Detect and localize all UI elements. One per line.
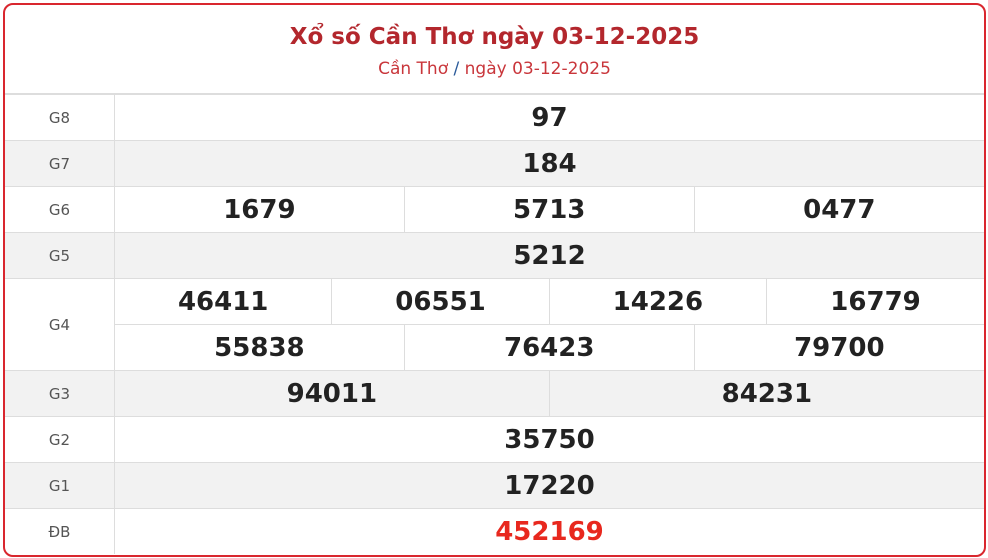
prize-number: 5212 xyxy=(114,232,984,279)
prize-number: 14226 xyxy=(548,278,768,325)
row-g8: G8 97 xyxy=(5,94,984,141)
prize-number: 46411 xyxy=(113,278,333,325)
row-g4: G4 46411 06551 14226 16779 xyxy=(5,278,984,371)
prize-label: ĐB xyxy=(5,508,115,554)
prize-label: G1 xyxy=(5,462,115,509)
page-title: Xổ số Cần Thơ ngày 03-12-2025 xyxy=(289,24,700,50)
prize-label: G6 xyxy=(5,186,115,233)
prize-label: G4 xyxy=(5,278,115,371)
prize-number: 79700 xyxy=(693,324,984,371)
prize-label: G3 xyxy=(5,370,115,417)
breadcrumb: Cần Thơ / ngày 03-12-2025 xyxy=(5,58,984,80)
row-g4-b: 55838 76423 79700 xyxy=(5,324,984,371)
breadcrumb-date: ngày 03-12-2025 xyxy=(464,59,611,79)
prize-number: 84231 xyxy=(548,370,984,417)
row-g7: G7 184 xyxy=(5,140,984,187)
header: Xổ số Cần Thơ ngày 03-12-2025 Cần Thơ / … xyxy=(5,5,984,94)
row-g6: G6 1679 5713 0477 xyxy=(5,186,984,233)
breadcrumb-separator: / xyxy=(453,59,460,79)
prize-number: 94011 xyxy=(114,370,550,417)
prize-number: 97 xyxy=(114,94,984,141)
prize-label: G7 xyxy=(5,140,115,187)
prize-label: G2 xyxy=(5,416,115,463)
prize-number: 0477 xyxy=(693,186,984,233)
prize-number: 1679 xyxy=(114,186,405,233)
results-card: Xổ số Cần Thơ ngày 03-12-2025 Cần Thơ / … xyxy=(3,3,986,557)
prize-label: G8 xyxy=(5,94,115,141)
prize-label: G5 xyxy=(5,232,115,279)
breadcrumb-province-link[interactable]: Cần Thơ xyxy=(378,59,449,79)
prize-number: 35750 xyxy=(114,416,984,463)
row-g5: G5 5212 xyxy=(5,232,984,279)
prize-number: 06551 xyxy=(331,278,550,325)
prize-number: 184 xyxy=(114,140,984,187)
prize-number: 16779 xyxy=(766,278,984,325)
row-g3: G3 94011 84231 xyxy=(5,370,984,417)
prize-number: 76423 xyxy=(403,324,695,371)
prize-number: 17220 xyxy=(114,462,984,509)
prize-number: 5713 xyxy=(403,186,695,233)
row-g2: G2 35750 xyxy=(5,416,984,463)
results-table: G8 97 G7 184 G6 1679 5713 0477 G5 5212 G4 4… xyxy=(5,94,984,554)
row-g1: G1 17220 xyxy=(5,462,984,509)
special-prize-number: 452169 xyxy=(114,508,984,554)
prize-number: 55838 xyxy=(114,324,405,371)
row-special: ĐB 452169 xyxy=(5,508,984,554)
